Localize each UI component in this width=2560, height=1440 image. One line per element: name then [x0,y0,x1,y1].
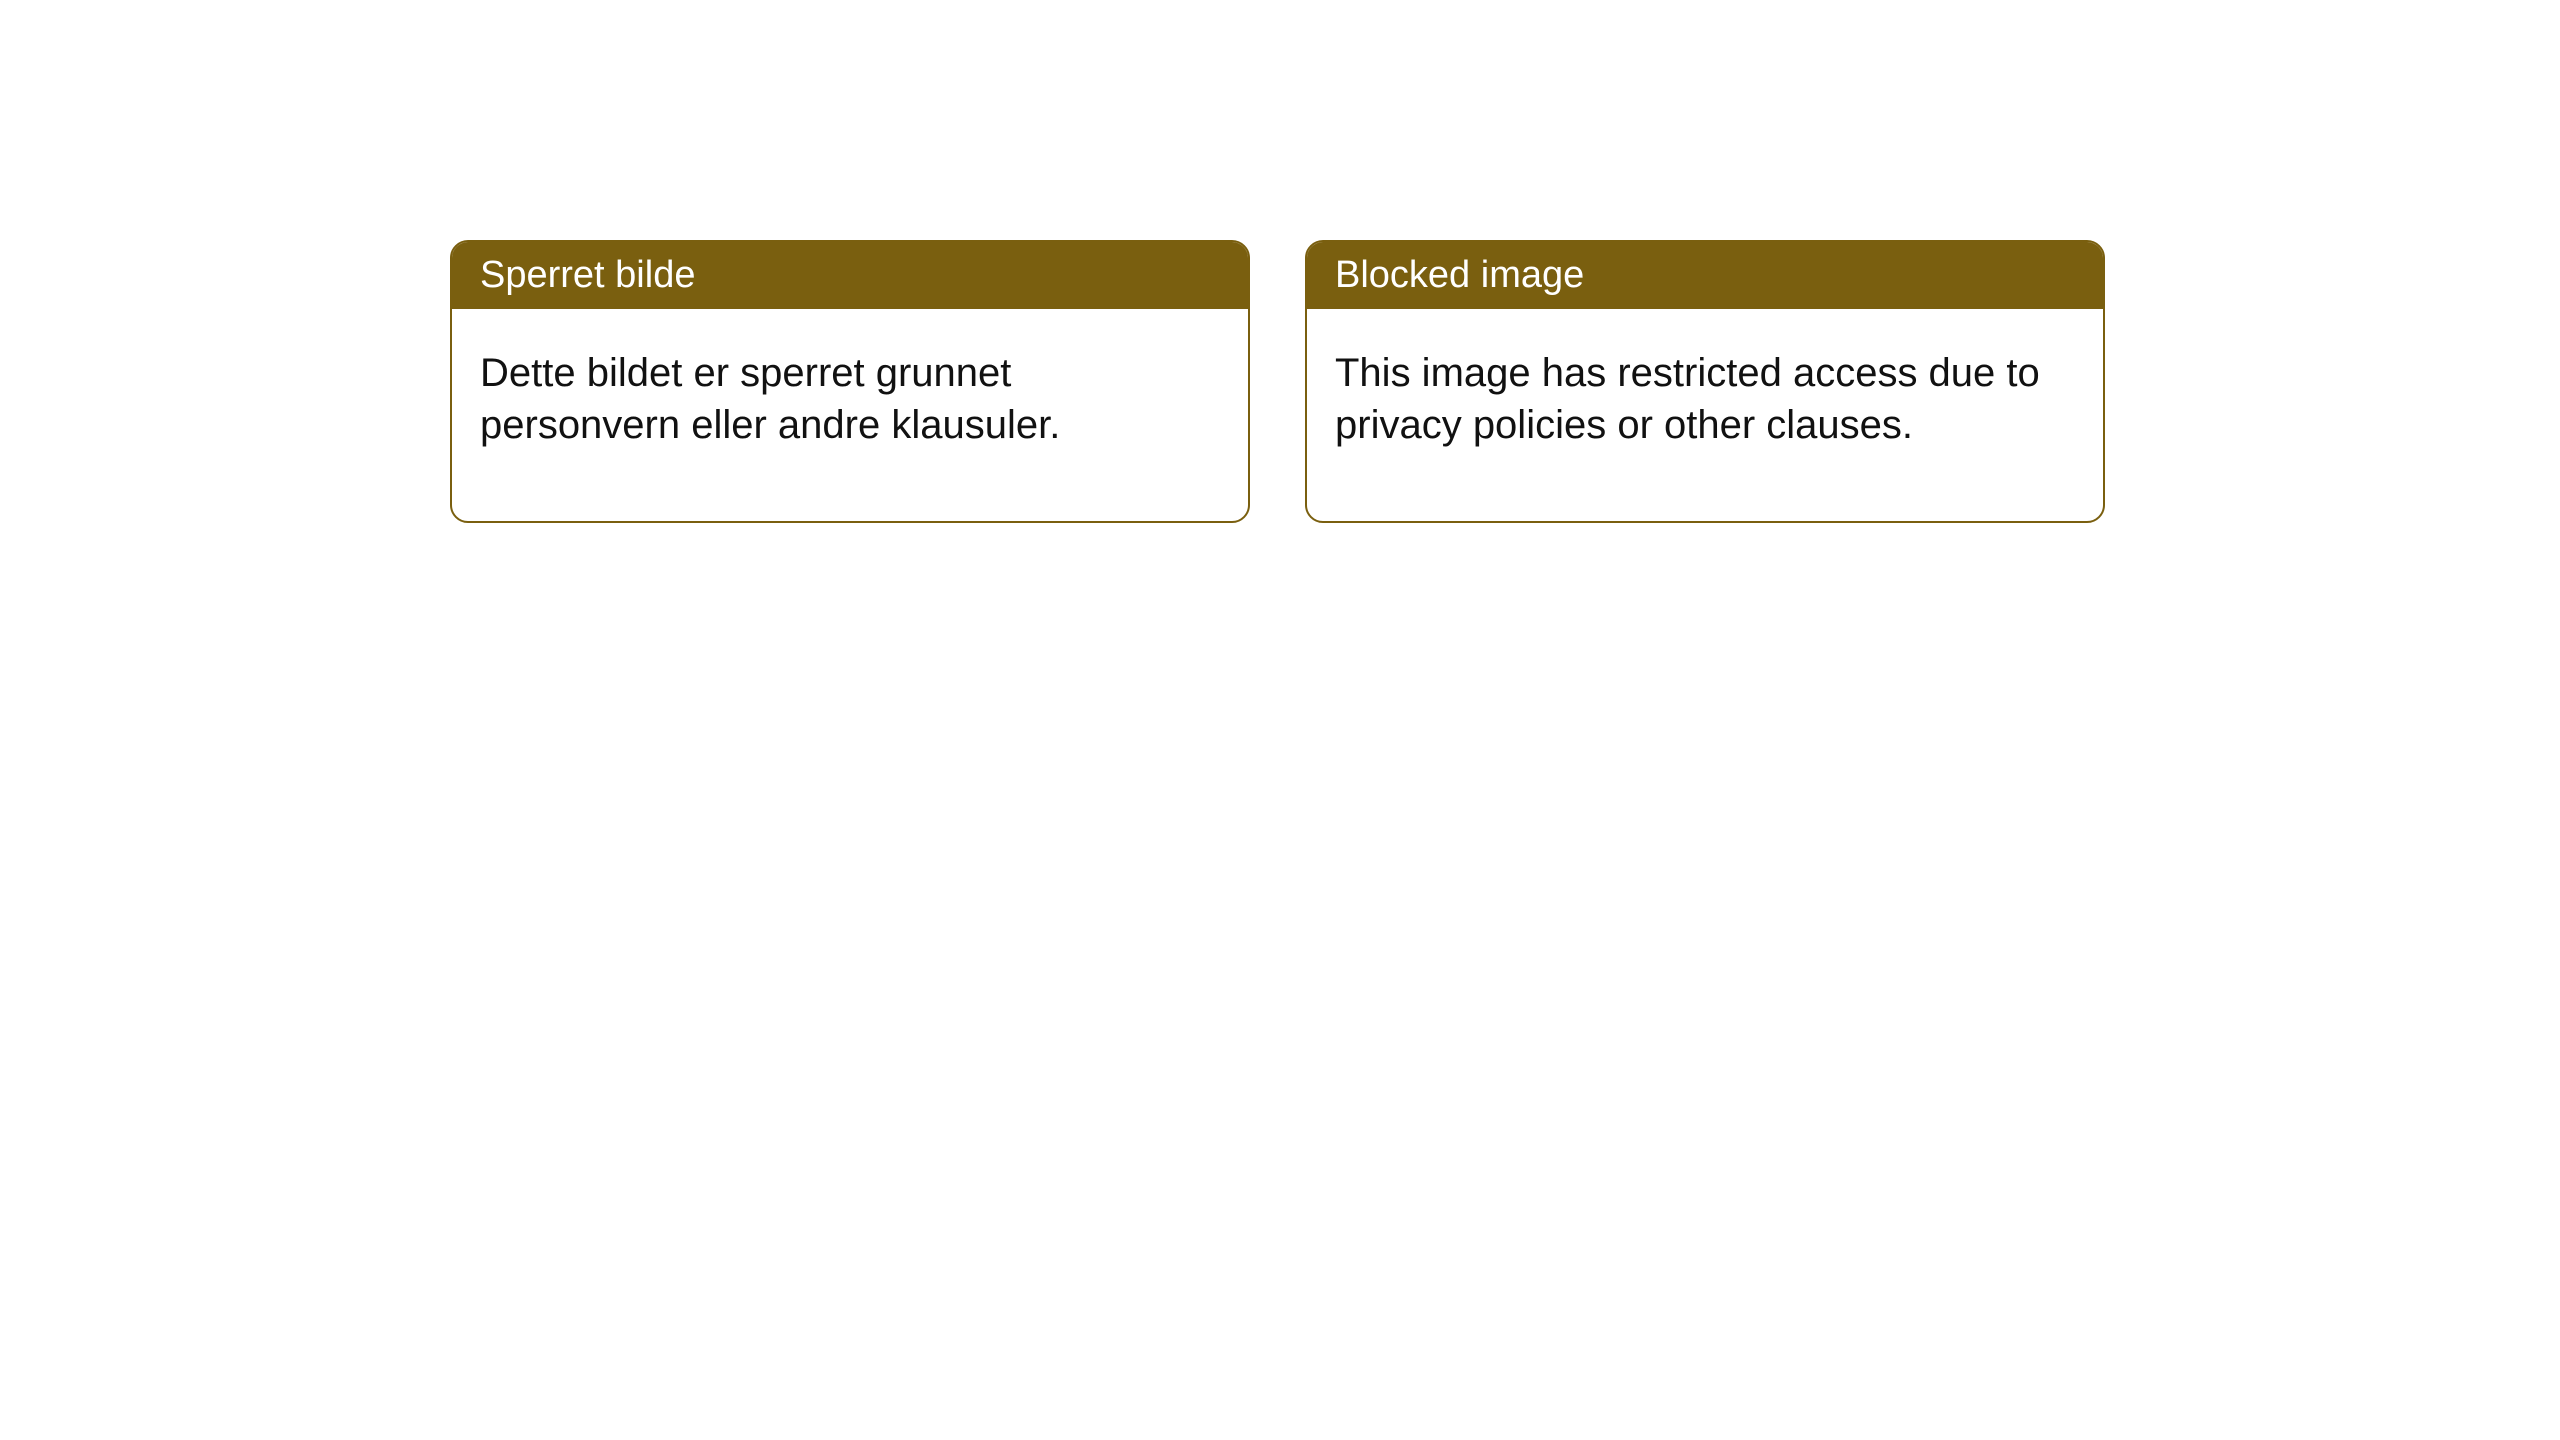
notice-card-english: Blocked image This image has restricted … [1305,240,2105,523]
notice-container: Sperret bilde Dette bildet er sperret gr… [0,0,2560,523]
notice-title: Sperret bilde [452,242,1248,309]
notice-body: Dette bildet er sperret grunnet personve… [452,309,1248,521]
notice-title: Blocked image [1307,242,2103,309]
notice-body: This image has restricted access due to … [1307,309,2103,521]
notice-card-norwegian: Sperret bilde Dette bildet er sperret gr… [450,240,1250,523]
